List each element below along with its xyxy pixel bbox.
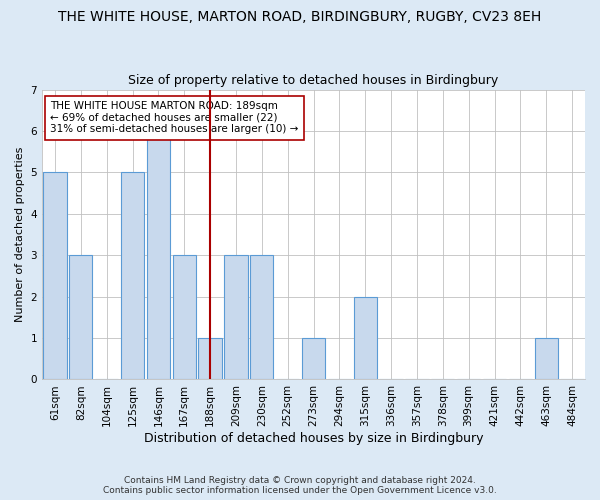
Bar <box>535 338 558 380</box>
Bar <box>250 255 274 380</box>
Bar <box>353 296 377 380</box>
Text: Contains HM Land Registry data © Crown copyright and database right 2024.
Contai: Contains HM Land Registry data © Crown c… <box>103 476 497 495</box>
Bar <box>224 255 248 380</box>
Bar <box>43 172 67 380</box>
Y-axis label: Number of detached properties: Number of detached properties <box>15 147 25 322</box>
Bar <box>121 172 144 380</box>
X-axis label: Distribution of detached houses by size in Birdingbury: Distribution of detached houses by size … <box>144 432 483 445</box>
Bar <box>147 131 170 380</box>
Text: THE WHITE HOUSE MARTON ROAD: 189sqm
← 69% of detached houses are smaller (22)
31: THE WHITE HOUSE MARTON ROAD: 189sqm ← 69… <box>50 101 299 134</box>
Bar <box>199 338 222 380</box>
Bar <box>69 255 92 380</box>
Bar <box>302 338 325 380</box>
Title: Size of property relative to detached houses in Birdingbury: Size of property relative to detached ho… <box>128 74 499 87</box>
Bar <box>173 255 196 380</box>
Text: THE WHITE HOUSE, MARTON ROAD, BIRDINGBURY, RUGBY, CV23 8EH: THE WHITE HOUSE, MARTON ROAD, BIRDINGBUR… <box>58 10 542 24</box>
